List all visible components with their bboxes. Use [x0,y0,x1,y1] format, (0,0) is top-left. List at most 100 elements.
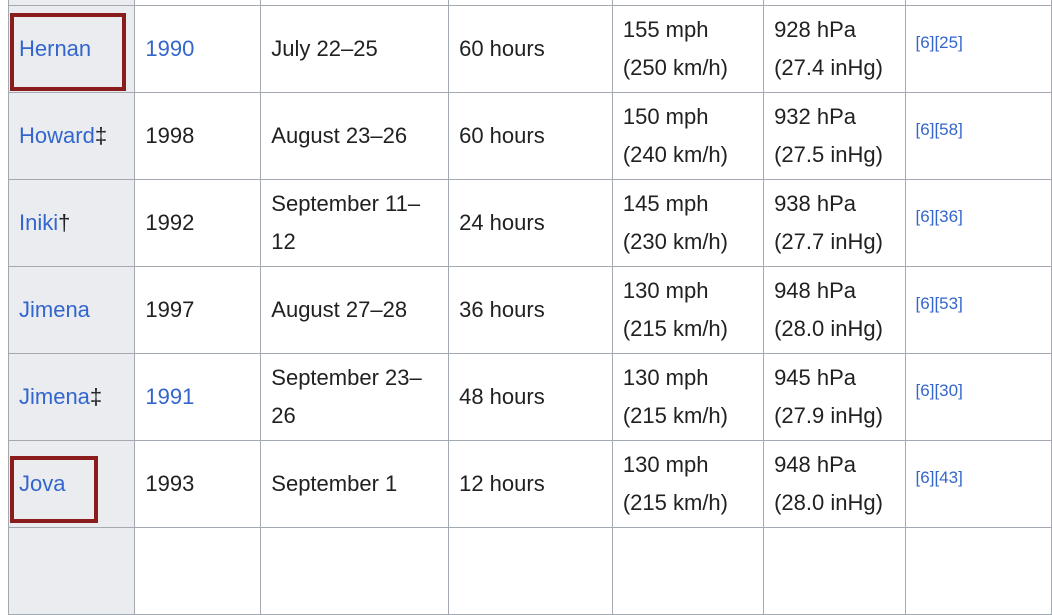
duration: 60 hours [459,123,545,148]
reference-link[interactable]: [6] [915,33,935,52]
page: Hernan 1990 July 22–25 60 hours 155 mph (250 … [7,0,1052,615]
table-body: Hernan 1990 July 22–25 60 hours 155 mph (250 … [7,0,1052,615]
pressure-hpa: 928 hPa [774,17,857,42]
duration: 48 hours [459,384,545,409]
duration: 12 hours [459,471,545,496]
cell: 1998 [134,92,262,180]
reference-link[interactable]: [43] [934,468,963,487]
year[interactable]: 1991 [145,384,195,409]
reference-link[interactable]: [53] [934,294,963,313]
wind-kmh: (215 km/h) [622,403,728,428]
cell: 150 mph (240 km/h) [611,92,765,180]
pressure-hpa: 938 hPa [774,191,857,216]
reference-link[interactable]: [30] [934,381,963,400]
table-row: Jova 1993 September 1 12 hours 130 mph (215 k… [7,440,1052,528]
pressure-inhg: (27.4 inHg) [774,55,883,80]
pressure-inhg: (27.5 inHg) [774,142,883,167]
wind-kmh: (215 km/h) [622,316,728,341]
table-row: Jimena‡ 1991 September 23–26 48 hours 130 mp… [7,353,1052,441]
year: 1992 [145,210,195,235]
reference-link[interactable]: [6] [915,381,935,400]
year: 1997 [145,297,195,322]
cell: July 22–25 [260,5,450,93]
highlight-box [10,13,126,91]
dates: August 27–28 [271,297,408,322]
wind-kmh: (230 km/h) [622,229,728,254]
cell: [6][43] [904,440,1052,528]
reference-link[interactable]: [6] [915,468,935,487]
storm-mark: † [58,210,71,235]
cell [611,527,765,615]
cell: 1993 [134,440,262,528]
cell: 145 mph (230 km/h) [611,179,765,267]
cell [448,527,613,615]
reference-link[interactable]: [6] [915,294,935,313]
wind-kmh: (250 km/h) [622,55,728,80]
cell: 36 hours [448,266,613,354]
cell: [6][25] [904,5,1052,93]
storm-name-link[interactable]: Howard [19,123,95,148]
wind-mph: 145 mph [622,191,709,216]
highlight-box [10,456,98,523]
reference-link[interactable]: [25] [934,33,963,52]
cell: September 1 [260,440,450,528]
reference-link[interactable]: [58] [934,120,963,139]
cell: August 23–26 [260,92,450,180]
hurricane-table: Hernan 1990 July 22–25 60 hours 155 mph (250 … [7,0,1052,615]
table-row: Jimena 1997 August 27–28 36 hours 130 mph (21… [7,266,1052,354]
dates: September 1 [271,471,398,496]
wind-mph: 130 mph [622,365,709,390]
duration: 24 hours [459,210,545,235]
cell [260,527,450,615]
year: 1993 [145,471,195,496]
storm-name-link[interactable]: Hernan [19,36,92,61]
cell: 24 hours [448,179,613,267]
reference-link[interactable]: [36] [934,207,963,226]
cell: August 27–28 [260,266,450,354]
cell: 12 hours [448,440,613,528]
table-row: Iniki† 1992 September 11–12 24 hours 145 mph… [7,179,1052,267]
storm-name-link[interactable]: Jova [19,471,66,496]
pressure-hpa: 948 hPa [774,278,857,303]
wind-kmh: (240 km/h) [622,142,728,167]
cell [904,527,1052,615]
storm-name-link[interactable]: Iniki [19,210,59,235]
pressure-hpa: 932 hPa [774,104,857,129]
wind-mph: 130 mph [622,452,709,477]
cell: [6][53] [904,266,1052,354]
cell: September 23–26 [260,353,450,441]
wind-kmh: (215 km/h) [622,490,728,515]
year[interactable]: 1990 [145,36,195,61]
cell: [6][30] [904,353,1052,441]
storm-name-link[interactable]: Jimena [19,384,90,409]
cell: 1997 [134,266,262,354]
table-row: Hernan 1990 July 22–25 60 hours 155 mph (250 … [7,5,1052,93]
cell [134,527,262,615]
dates: August 23–26 [271,123,408,148]
cell: 130 mph (215 km/h) [611,266,765,354]
cell: Jimena [7,266,136,354]
duration: 60 hours [459,36,545,61]
dates: September 11–12 [271,191,421,254]
pressure-inhg: (27.7 inHg) [774,229,883,254]
storm-mark: ‡ [89,384,103,409]
pressure-inhg: (28.0 inHg) [774,316,883,341]
cell: Jova [7,440,136,528]
cell: 948 hPa (28.0 inHg) [763,266,906,354]
cell: 1991 [134,353,262,441]
cell: [6][58] [904,92,1052,180]
cell: 130 mph (215 km/h) [611,440,765,528]
reference-link[interactable]: [6] [915,207,935,226]
dates: July 22–25 [271,36,378,61]
table-row: Howard‡ 1998 August 23–26 60 hours 150 mph (2… [7,92,1052,180]
storm-name-link[interactable]: Jimena [19,297,90,322]
cell: 928 hPa (27.4 inHg) [763,5,906,93]
wind-mph: 155 mph [622,17,709,42]
cell: 948 hPa (28.0 inHg) [763,440,906,528]
pressure-inhg: (27.9 inHg) [774,403,883,428]
cell: 155 mph (250 km/h) [611,5,765,93]
cell: 60 hours [448,92,613,180]
duration: 36 hours [459,297,545,322]
reference-link[interactable]: [6] [915,120,935,139]
cell: 938 hPa (27.7 inHg) [763,179,906,267]
